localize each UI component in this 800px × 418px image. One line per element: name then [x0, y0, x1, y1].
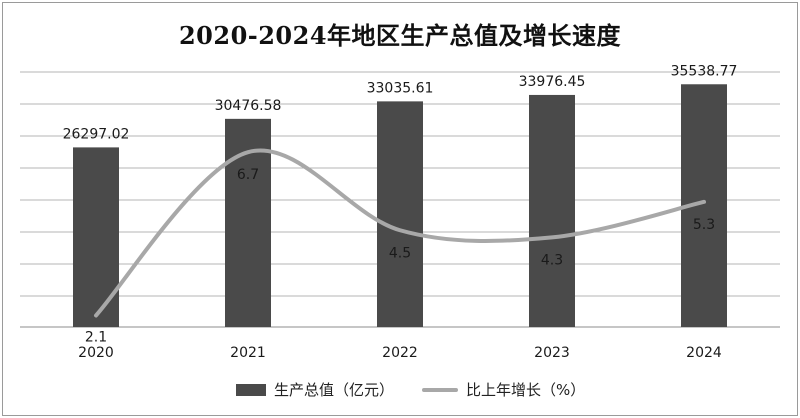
growth-line [94, 148, 706, 318]
bar-series [73, 84, 727, 327]
bar-value-label-2022: 33035.61 [367, 80, 434, 96]
legend-label-gdp: 生产总值（亿元） [274, 381, 395, 399]
growth-value-label-2020: 2.1 [85, 329, 107, 345]
bar-2023 [529, 94, 575, 327]
bar-2020 [73, 147, 119, 327]
legend-swatch-growth [422, 387, 458, 392]
bar-value-label-2020: 26297.02 [63, 126, 130, 142]
x-tick-2022: 2022 [382, 345, 418, 361]
bar-value-label-2021: 30476.58 [215, 98, 282, 114]
x-tick-2023: 2023 [534, 345, 570, 361]
legend-item-gdp: 生产总值（亿元） [236, 379, 394, 400]
growth-value-label-2021: 6.7 [237, 167, 259, 183]
x-axis-ticks: 2020 2021 2022 2023 2024 [78, 345, 722, 361]
data-labels: 26297.02 30476.58 33035.61 33976.45 35538.77… [63, 63, 738, 345]
x-tick-2021: 2021 [230, 345, 266, 361]
bar-2022 [377, 101, 423, 327]
growth-value-label-2024: 5.3 [693, 217, 715, 233]
chart-title: 2020-2024年地区生产总值及增长速度 [178, 21, 622, 50]
x-tick-2020: 2020 [78, 345, 114, 361]
growth-value-label-2022: 4.5 [389, 245, 411, 261]
growth-value-label-2023: 4.3 [541, 252, 563, 268]
bar-value-label-2023: 33976.45 [519, 74, 586, 90]
legend-swatch-gdp [236, 383, 266, 396]
x-tick-2024: 2024 [686, 345, 722, 361]
line-series [94, 148, 706, 318]
legend-item-growth: 比上年增长（%） [422, 379, 585, 400]
bar-value-label-2024: 35538.77 [671, 63, 738, 79]
legend-label-growth: 比上年增长（%） [466, 381, 586, 399]
